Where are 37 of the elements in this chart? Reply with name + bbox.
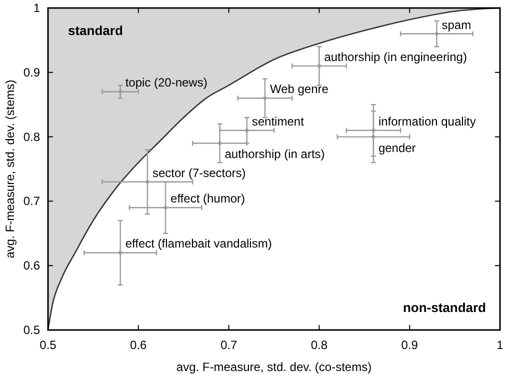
annotation: standard — [68, 23, 123, 38]
y-tick-label: 0.9 — [23, 65, 40, 80]
y-tick-label: 0.7 — [23, 194, 40, 208]
annotation: topic (20-news) — [125, 76, 208, 90]
x-tick-label: 0.7 — [220, 338, 238, 352]
annotation: non-standard — [402, 300, 486, 315]
x-tick-label: 0.8 — [310, 338, 328, 352]
annotation: effect (flamebait vandalism) — [125, 236, 272, 251]
annotation: sentiment — [252, 114, 305, 128]
point — [245, 128, 249, 132]
point — [372, 135, 376, 138]
y-tick-label: 0.6 — [23, 258, 40, 273]
y-tick-label: 0.5 — [23, 323, 40, 337]
point — [118, 251, 122, 254]
x-tick-label: 0.9 — [401, 338, 418, 352]
point — [218, 142, 222, 145]
y-axis-title: avg. F-measure, std. dev. (stems) — [3, 80, 17, 258]
annotation: sector (7-sectors) — [152, 166, 246, 180]
point — [318, 64, 321, 68]
x-tick-label: 1 — [496, 338, 504, 352]
point — [435, 32, 438, 36]
annotation: gender — [378, 140, 416, 155]
x-tick-label: 0.5 — [40, 338, 57, 352]
point — [146, 180, 150, 184]
annotation: authorship (in engineering) — [324, 50, 467, 64]
annotation: Web genre — [270, 82, 329, 96]
x-tick-label: 0.6 — [130, 338, 148, 352]
annotation: authorship (in arts) — [224, 147, 325, 162]
annotation: information quality — [378, 114, 476, 128]
y-tick-label: 0.8 — [23, 130, 40, 144]
annotation: spam — [442, 18, 472, 32]
point — [118, 90, 122, 94]
y-tick-label: 1 — [33, 1, 40, 15]
point — [263, 96, 267, 100]
annotation: effect (humor) — [170, 192, 246, 206]
point — [164, 206, 168, 210]
x-axis-title: avg. F-measure, std. dev. (co-stems) — [176, 360, 372, 374]
